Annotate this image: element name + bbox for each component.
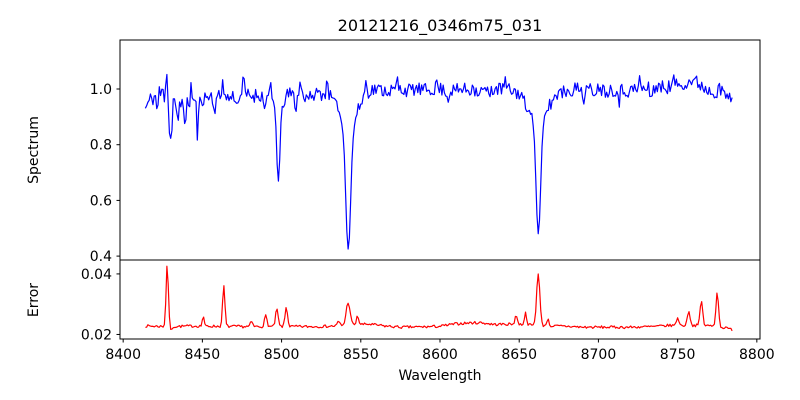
x-tick-label: 8700 — [581, 347, 617, 363]
error-line — [145, 265, 733, 332]
spectrum-y-tick-label: 0.6 — [90, 193, 112, 209]
spectrum-panel-frame — [119, 39, 761, 261]
error-y-tick-label: 0.04 — [81, 267, 112, 283]
spectrum-y-tick-label: 1.0 — [90, 82, 112, 98]
x-tick-label: 8600 — [422, 347, 458, 363]
spectrum-y-tick-label: 0.4 — [90, 249, 112, 265]
spectrum-y-axis-label: Spectrum — [26, 116, 42, 184]
spectrum-y-tick-label: 0.8 — [90, 138, 112, 154]
x-tick-label: 8450 — [185, 347, 221, 363]
error-y-axis-label: Error — [26, 283, 42, 317]
x-tick-label: 8750 — [660, 347, 696, 363]
plot-panels: 0.4 0.6 0.8 1.0 0.02 0.04 8400 8450 8500 8550 8600… — [81, 39, 775, 363]
error-y-tick-label: 0.02 — [81, 327, 112, 343]
x-tick-label: 8550 — [343, 347, 379, 363]
chart-title: 20121216_0346m75_031 — [338, 16, 543, 36]
x-tick-label: 8400 — [105, 347, 141, 363]
x-axis-label: Wavelength — [398, 368, 481, 384]
x-tick-label: 8800 — [739, 347, 775, 363]
spectrum-line — [144, 73, 733, 250]
x-tick-label: 8650 — [501, 347, 537, 363]
x-tick-label: 8500 — [264, 347, 300, 363]
